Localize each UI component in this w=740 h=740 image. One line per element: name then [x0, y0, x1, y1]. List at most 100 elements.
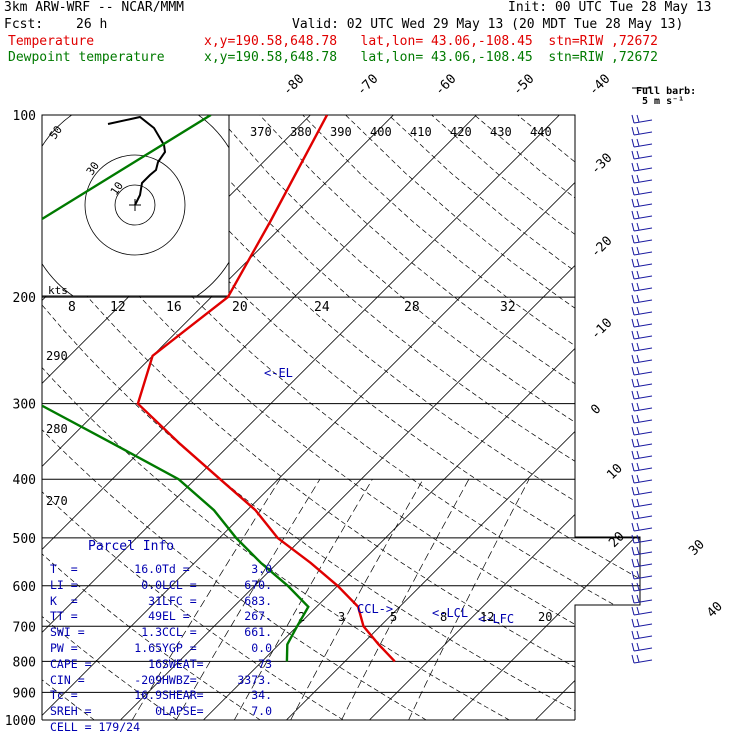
parcel-info-cell: LI =: [50, 577, 78, 592]
parcel-info-cell: 16: [148, 656, 162, 671]
wind-barb-flag: [636, 606, 640, 615]
wind-barb-flag: [631, 258, 635, 268]
hodograph-rings: [42, 115, 229, 296]
parcel-info-cell: 49: [148, 609, 162, 624]
wind-barb-flag: [636, 402, 640, 411]
wind-barb: [633, 167, 653, 172]
wind-barb: [633, 215, 653, 220]
parcel-info-cell: HWBZ=: [162, 672, 197, 687]
pressure-label-1000: 1000: [5, 714, 36, 729]
wind-barb-flag: [631, 114, 635, 124]
wind-barb: [633, 323, 653, 328]
dry-adiabat: [42, 115, 261, 720]
parcel-info-cell: 31: [148, 593, 162, 608]
wind-barb: [633, 467, 653, 472]
dry-adiabat: [42, 115, 178, 720]
parcel-info-cell: Tc =: [50, 688, 78, 703]
wind-barb-flag: [636, 186, 640, 195]
wind-barb-flag: [631, 486, 635, 496]
parcel-info-cell: 3.0: [251, 562, 272, 576]
wind-barb-flag: [636, 330, 640, 339]
temperature-line: [136, 115, 396, 663]
wind-barb-flag: [636, 498, 640, 507]
dry-adiabat: [517, 115, 640, 720]
wind-barb-flag: [631, 582, 635, 592]
wind-barb-flag: [636, 138, 640, 147]
wind-barb-flag: [636, 642, 640, 651]
wind-barb: [633, 611, 653, 616]
wind-barb-flag: [631, 162, 635, 172]
wind-barb-flag: [636, 306, 640, 315]
parcel-info-cell: 0.0: [251, 640, 272, 655]
wind-barb: [633, 503, 653, 508]
mixing-ratio-label: 8: [440, 610, 447, 624]
wind-barb-flag: [636, 558, 640, 567]
wind-barb-flag: [631, 210, 635, 220]
wind-barb-flag: [631, 294, 635, 304]
parcel-info-cell: 7.0: [251, 704, 272, 719]
wind-barb-flag: [631, 510, 635, 520]
parcel-info-cell: 34.: [251, 688, 272, 703]
wind-barb-flag: [631, 378, 635, 388]
hodograph-speed-label: 32: [500, 300, 516, 315]
hodograph-trace: [107, 115, 167, 206]
wind-barb: [633, 131, 653, 136]
wind-barb: [633, 575, 653, 580]
parcel-info-cell: SWEAT=: [162, 656, 204, 671]
isotherm-line: [203, 115, 640, 720]
parcel-info-cell: YGP =: [162, 640, 197, 655]
parcel-info-cell: K =: [50, 593, 78, 608]
wind-barb: [633, 347, 653, 352]
dry-adiabat: [259, 115, 640, 720]
wind-barb-flag: [631, 618, 635, 628]
wind-barb: [633, 635, 653, 640]
wind-barb-flag: [631, 606, 635, 616]
wind-barb-flag: [636, 510, 640, 519]
wind-barb-flag: [636, 114, 640, 123]
isotherm-label: -60: [432, 72, 459, 99]
mixing-ratio-line: [290, 479, 424, 720]
dry-adiabat: [302, 115, 640, 720]
parcel-info-cell: Td =: [162, 562, 190, 576]
parcel-info-cell: LAPSE=: [162, 704, 204, 719]
wind-barb-flag: [631, 558, 635, 568]
wind-barb-flag: [636, 426, 640, 435]
wind-barb: [633, 335, 653, 340]
wind-barb: [633, 359, 653, 364]
pressure-label-300: 300: [13, 398, 36, 413]
theta-e-label: 380: [290, 125, 312, 139]
wind-barb-flag: [636, 342, 640, 351]
wind-barb-flag: [631, 366, 635, 376]
parcel-info-cell: 3373.: [237, 672, 272, 687]
wind-barb-flag: [631, 174, 635, 184]
hodograph-units: kts: [48, 284, 68, 297]
ccl-marker: CCL->: [357, 602, 393, 616]
hodograph-speed-label: 16: [166, 300, 182, 315]
wind-barb: [633, 155, 653, 160]
barb-legend-title: Full barb:: [636, 86, 696, 97]
dry-adiabat-label: 280: [46, 422, 68, 436]
theta-e-label: 370: [250, 125, 272, 139]
parcel-info-cell: CELL = 179/24: [50, 719, 141, 734]
wind-barb-flag: [636, 258, 640, 267]
parcel-info-cell: 0.0: [141, 577, 162, 592]
theta-e-label: 410: [410, 125, 432, 139]
theta-e-label: 400: [370, 125, 392, 139]
wind-barb-flag: [631, 426, 635, 436]
isotherm-line: [42, 115, 640, 720]
wind-barb: [633, 287, 653, 292]
dry-adiabat-label: 270: [46, 494, 68, 508]
parcel-info-cell: 1.3: [141, 625, 162, 640]
wind-barb: [633, 659, 653, 664]
wind-barb-flag: [631, 246, 635, 256]
wind-barb: [633, 479, 653, 484]
wind-barb: [633, 311, 653, 316]
wind-barb: [633, 179, 653, 184]
wind-barb-flag: [631, 594, 635, 604]
isotherm-label: -20: [588, 234, 615, 261]
isotherm-label: 40: [704, 599, 726, 621]
dry-adiabat-label: 290: [46, 349, 68, 363]
wind-barb-flag: [636, 390, 640, 399]
hodograph-speed-label: 28: [404, 300, 420, 315]
pressure-label-200: 200: [13, 291, 36, 306]
